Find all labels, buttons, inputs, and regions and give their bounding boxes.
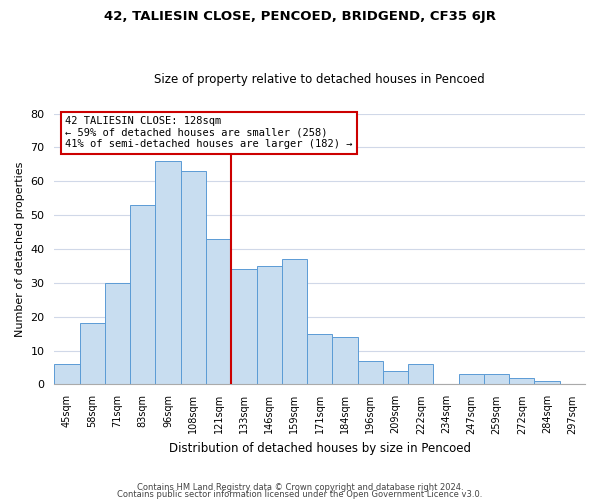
Text: 42 TALIESIN CLOSE: 128sqm
← 59% of detached houses are smaller (258)
41% of semi: 42 TALIESIN CLOSE: 128sqm ← 59% of detac… — [65, 116, 353, 150]
Y-axis label: Number of detached properties: Number of detached properties — [15, 162, 25, 336]
Bar — [509, 378, 535, 384]
Bar — [484, 374, 509, 384]
Bar — [458, 374, 484, 384]
Title: Size of property relative to detached houses in Pencoed: Size of property relative to detached ho… — [154, 73, 485, 86]
Text: 42, TALIESIN CLOSE, PENCOED, BRIDGEND, CF35 6JR: 42, TALIESIN CLOSE, PENCOED, BRIDGEND, C… — [104, 10, 496, 23]
Bar — [408, 364, 433, 384]
Bar — [535, 381, 560, 384]
Bar — [332, 337, 358, 384]
Bar — [231, 270, 257, 384]
Bar — [80, 324, 105, 384]
Bar — [155, 161, 181, 384]
Bar — [130, 205, 155, 384]
Bar — [181, 171, 206, 384]
Bar — [257, 266, 282, 384]
Bar — [206, 239, 231, 384]
Bar — [282, 259, 307, 384]
Bar — [383, 371, 408, 384]
Text: Contains public sector information licensed under the Open Government Licence v3: Contains public sector information licen… — [118, 490, 482, 499]
X-axis label: Distribution of detached houses by size in Pencoed: Distribution of detached houses by size … — [169, 442, 471, 455]
Bar — [358, 360, 383, 384]
Bar — [55, 364, 80, 384]
Text: Contains HM Land Registry data © Crown copyright and database right 2024.: Contains HM Land Registry data © Crown c… — [137, 484, 463, 492]
Bar — [105, 283, 130, 384]
Bar — [307, 334, 332, 384]
